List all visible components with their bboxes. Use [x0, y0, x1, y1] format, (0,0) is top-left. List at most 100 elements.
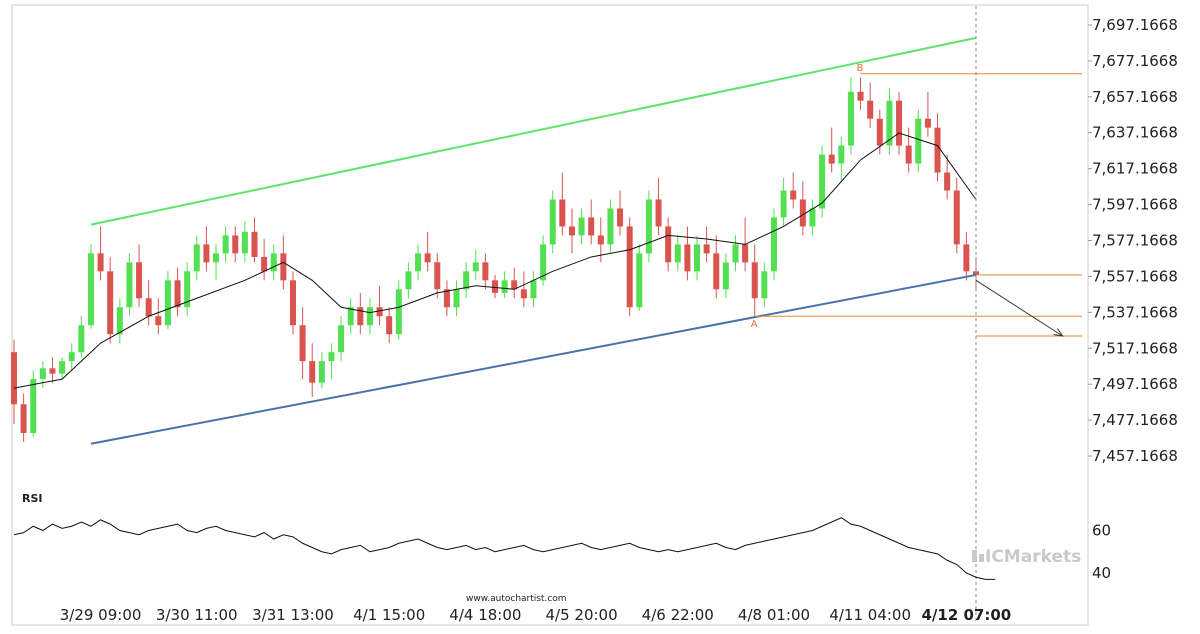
pattern-lines-group	[90, 6, 977, 624]
candle	[761, 262, 768, 308]
candle-body	[463, 271, 470, 290]
candle-body	[424, 253, 431, 263]
candle-body	[155, 316, 162, 326]
candle	[386, 307, 393, 344]
candle-body	[232, 235, 239, 254]
candle-body	[953, 190, 960, 245]
candle	[694, 235, 701, 281]
point-label-B: B	[857, 63, 864, 74]
candle-body	[915, 118, 922, 164]
candle	[68, 343, 75, 371]
x-tick-label: 4/8 01:00	[738, 606, 810, 624]
candle-body	[30, 379, 37, 433]
candle	[328, 343, 335, 380]
candle-body	[924, 118, 931, 128]
candle-body	[530, 280, 537, 299]
candle-body	[116, 307, 123, 335]
candle	[520, 271, 527, 308]
candle-body	[164, 280, 171, 326]
y-tick-label: 7,537.1668	[1092, 303, 1178, 321]
candle	[97, 226, 104, 281]
candle	[703, 226, 710, 263]
candle-body	[78, 325, 85, 353]
candle-body	[203, 244, 210, 263]
candle-body	[434, 262, 441, 290]
candle-body	[395, 289, 402, 335]
candle	[780, 177, 787, 227]
x-tick-label: 3/30 11:00	[156, 606, 238, 624]
forecast-arrow-head	[1053, 328, 1064, 337]
candle	[607, 199, 614, 254]
candle	[434, 253, 441, 299]
x-tick-label: 3/31 13:00	[252, 606, 334, 624]
candle-body	[87, 253, 94, 326]
candle	[809, 199, 816, 236]
candle	[318, 352, 325, 389]
candle	[289, 271, 296, 335]
candle	[847, 77, 854, 155]
brand-logo-bar-1	[972, 550, 977, 562]
candle	[241, 221, 248, 263]
candle-body	[338, 325, 345, 353]
candle	[463, 262, 470, 299]
candle-body	[549, 199, 556, 245]
candle-body	[934, 127, 941, 173]
candle	[126, 253, 133, 317]
candle	[424, 231, 431, 272]
forecast-arrow-line	[975, 279, 1063, 337]
candle-body	[732, 244, 739, 263]
candle-body	[713, 253, 720, 290]
x-tick-label: 4/4 18:00	[449, 606, 521, 624]
watermark: www.autochartist.com	[466, 594, 567, 604]
candle-body	[876, 118, 883, 146]
candle-body	[280, 253, 287, 281]
y-tick-label: 7,697.1668	[1092, 16, 1178, 34]
point-label-A: A	[751, 319, 758, 330]
y-tick-label: 7,477.1668	[1092, 411, 1178, 429]
candle-body	[867, 100, 874, 119]
y-tick-label: 7,637.1668	[1092, 124, 1178, 142]
candle	[770, 208, 777, 281]
candle-body	[184, 271, 191, 308]
candle-body	[405, 271, 412, 290]
candle-body	[376, 307, 383, 317]
candle	[309, 343, 316, 398]
candle	[511, 267, 518, 299]
candle-body	[790, 190, 797, 200]
levels-group: BA	[751, 63, 1082, 337]
candle	[347, 298, 354, 335]
candle-body	[261, 256, 268, 272]
candle	[857, 77, 864, 110]
candle-body	[357, 307, 364, 326]
candle	[896, 91, 903, 155]
candle-body	[492, 280, 498, 293]
candle-body	[68, 352, 75, 362]
candle-body	[674, 244, 681, 263]
candle-body	[886, 100, 893, 146]
candle-body	[511, 280, 518, 290]
candle	[11, 339, 17, 425]
candle-body	[847, 91, 854, 146]
candle	[59, 357, 66, 380]
candle	[472, 249, 479, 281]
candle	[270, 244, 277, 281]
candle	[828, 127, 835, 173]
candle-body	[251, 231, 258, 257]
x-axis: 3/29 09:00 3/30 11:00 3/31 13:00 4/1 15:00 4…	[60, 606, 1012, 624]
candle-body	[568, 226, 575, 236]
x-tick-label: 4/5 20:00	[546, 606, 618, 624]
candle-body	[20, 404, 27, 433]
x-tick-label: 4/11 04:00	[829, 606, 911, 624]
candle-body	[751, 262, 758, 299]
candle-body	[694, 244, 701, 272]
y-tick-label: 7,557.1668	[1092, 267, 1178, 285]
candle	[838, 136, 845, 182]
candle	[674, 235, 681, 272]
candle	[39, 361, 46, 389]
candle-body	[59, 361, 66, 374]
brand-logo-bar-2	[979, 554, 984, 562]
resistance-line	[90, 36, 977, 226]
candle	[799, 181, 806, 236]
rsi-title: RSI	[22, 492, 43, 505]
